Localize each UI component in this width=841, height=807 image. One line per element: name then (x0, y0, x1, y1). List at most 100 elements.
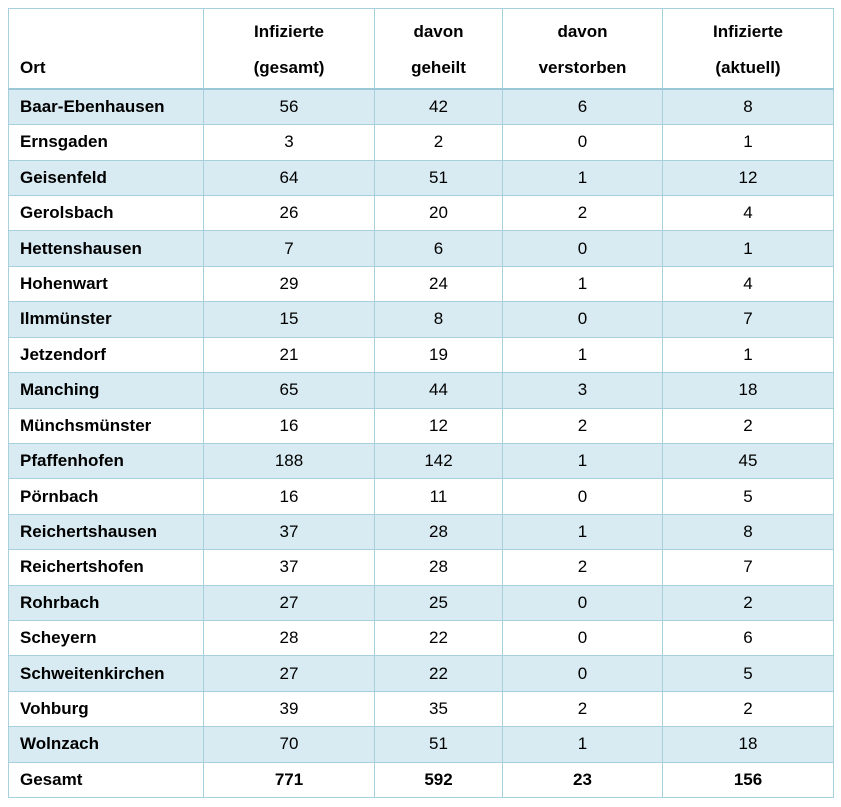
value-cell-verstorben: 1 (502, 726, 663, 763)
table-row: Pörnbach 16 11 0 5 (8, 478, 834, 515)
table-row: Hohenwart 29 24 1 4 (8, 265, 834, 303)
value-cell-geheilt: 19 (374, 336, 503, 374)
header-ort: Ort (8, 8, 204, 90)
header-ort-line2: Ort (20, 58, 46, 77)
table-row: Scheyern 28 22 0 6 (8, 619, 834, 657)
value-cell-verstorben: 0 (502, 619, 663, 657)
value-cell-geheilt: 6 (374, 230, 503, 267)
value-cell-verstorben: 0 (502, 230, 663, 267)
value-cell-gesamt: 188 (203, 442, 375, 480)
value-cell-aktuell: 5 (662, 478, 834, 515)
value-cell-geheilt: 25 (374, 584, 503, 621)
total-row: Gesamt 771 592 23 156 (8, 761, 834, 799)
value-cell-aktuell: 18 (662, 726, 834, 763)
value-cell-aktuell: 18 (662, 372, 834, 409)
table-row: Schweitenkirchen 27 22 0 5 (8, 655, 834, 692)
value-cell-aktuell: 6 (662, 619, 834, 657)
value-cell-verstorben: 3 (502, 372, 663, 409)
value-cell-gesamt: 27 (203, 584, 375, 621)
header-davon-geheilt: davon geheilt (374, 8, 503, 90)
table-row: Geisenfeld 64 51 1 12 (8, 159, 834, 197)
value-cell-aktuell: 4 (662, 265, 834, 303)
value-cell-aktuell: 1 (662, 124, 834, 161)
value-cell-gesamt: 15 (203, 301, 375, 338)
table-row: Manching 65 44 3 18 (8, 372, 834, 409)
table-row: Baar-Ebenhausen 56 42 6 8 (8, 87, 834, 126)
total-label-cell: Gesamt (8, 761, 204, 799)
value-cell-aktuell: 1 (662, 230, 834, 267)
value-cell-geheilt: 142 (374, 442, 503, 480)
header-infizierte-aktuell-line2: (aktuell) (715, 58, 781, 77)
value-cell-verstorben: 1 (502, 265, 663, 303)
ort-cell: Vohburg (8, 690, 204, 728)
table-body: Baar-Ebenhausen 56 42 6 8 Ernsgaden 3 2 0 1 Geisen… (8, 87, 834, 799)
table-row: Ernsgaden 3 2 0 1 (8, 124, 834, 161)
value-cell-gesamt: 16 (203, 478, 375, 515)
ort-cell: Baar-Ebenhausen (8, 87, 204, 126)
value-cell-verstorben: 0 (502, 655, 663, 692)
value-cell-gesamt: 771 (203, 761, 375, 799)
header-infizierte-aktuell-line1: Infizierte (713, 22, 783, 41)
table-row: Reichertshofen 37 28 2 7 (8, 549, 834, 586)
header-infizierte-gesamt-line2: (gesamt) (253, 58, 325, 77)
value-cell-gesamt: 56 (203, 87, 375, 126)
header-ort-line1 (10, 14, 203, 50)
table-row: Jetzendorf 21 19 1 1 (8, 336, 834, 374)
value-cell-gesamt: 26 (203, 195, 375, 232)
header-infizierte-aktuell: Infizierte (aktuell) (662, 8, 834, 90)
value-cell-aktuell: 5 (662, 655, 834, 692)
value-cell-gesamt: 65 (203, 372, 375, 409)
value-cell-gesamt: 37 (203, 513, 375, 551)
value-cell-verstorben: 0 (502, 584, 663, 621)
value-cell-gesamt: 37 (203, 549, 375, 586)
table-row: Münchsmünster 16 12 2 2 (8, 407, 834, 444)
value-cell-gesamt: 39 (203, 690, 375, 728)
header-davon-verstorben-line1: davon (557, 22, 608, 41)
value-cell-gesamt: 21 (203, 336, 375, 374)
ort-cell: Ernsgaden (8, 124, 204, 161)
value-cell-verstorben: 23 (502, 761, 663, 799)
ort-cell: Gerolsbach (8, 195, 204, 232)
header-infizierte-gesamt: Infizierte (gesamt) (203, 8, 375, 90)
value-cell-geheilt: 8 (374, 301, 503, 338)
value-cell-geheilt: 12 (374, 407, 503, 444)
ort-cell: Reichertshausen (8, 513, 204, 551)
table-header: Ort Infizierte (gesamt) davon geheilt da… (8, 8, 834, 90)
ort-cell: Pfaffenhofen (8, 442, 204, 480)
value-cell-geheilt: 28 (374, 513, 503, 551)
value-cell-aktuell: 8 (662, 87, 834, 126)
value-cell-geheilt: 592 (374, 761, 503, 799)
table-row: Ilmmünster 15 8 0 7 (8, 301, 834, 338)
ort-cell: Pörnbach (8, 478, 204, 515)
header-row: Ort Infizierte (gesamt) davon geheilt da… (8, 8, 834, 90)
value-cell-aktuell: 7 (662, 549, 834, 586)
ort-cell: Hohenwart (8, 265, 204, 303)
value-cell-geheilt: 2 (374, 124, 503, 161)
value-cell-gesamt: 29 (203, 265, 375, 303)
value-cell-geheilt: 22 (374, 655, 503, 692)
value-cell-aktuell: 45 (662, 442, 834, 480)
value-cell-aktuell: 8 (662, 513, 834, 551)
ort-cell: Scheyern (8, 619, 204, 657)
ort-cell: Geisenfeld (8, 159, 204, 197)
value-cell-verstorben: 0 (502, 478, 663, 515)
ort-cell: Rohrbach (8, 584, 204, 621)
value-cell-gesamt: 7 (203, 230, 375, 267)
value-cell-verstorben: 2 (502, 690, 663, 728)
value-cell-geheilt: 22 (374, 619, 503, 657)
ort-cell: Münchsmünster (8, 407, 204, 444)
value-cell-aktuell: 2 (662, 407, 834, 444)
value-cell-geheilt: 28 (374, 549, 503, 586)
table-row: Pfaffenhofen 188 142 1 45 (8, 442, 834, 480)
value-cell-aktuell: 7 (662, 301, 834, 338)
value-cell-geheilt: 51 (374, 159, 503, 197)
value-cell-verstorben: 0 (502, 124, 663, 161)
infections-table: Ort Infizierte (gesamt) davon geheilt da… (8, 8, 834, 799)
value-cell-gesamt: 27 (203, 655, 375, 692)
value-cell-aktuell: 4 (662, 195, 834, 232)
value-cell-geheilt: 11 (374, 478, 503, 515)
header-davon-geheilt-line1: davon (413, 22, 464, 41)
ort-cell: Ilmmünster (8, 301, 204, 338)
value-cell-verstorben: 1 (502, 159, 663, 197)
table-row: Vohburg 39 35 2 2 (8, 690, 834, 728)
